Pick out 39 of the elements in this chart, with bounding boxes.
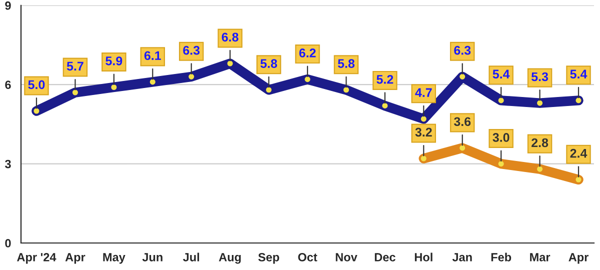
y-tick-label: 9 [5, 1, 11, 10]
data-label: 2.8 [532, 138, 548, 148]
x-tick-label: Jan [452, 253, 472, 262]
data-label: 3.2 [415, 128, 432, 137]
data-label: 5.8 [260, 59, 278, 68]
data-label: 6.3 [454, 46, 471, 55]
x-tick-label: Nov [336, 253, 358, 262]
data-label: 2.4 [570, 148, 588, 158]
data-label: 5.7 [66, 62, 84, 71]
x-tick-label: May [103, 253, 126, 264]
data-label: 6.2 [299, 48, 316, 58]
x-tick-label: Feb [491, 252, 512, 262]
x-tick-label: Oct [298, 253, 318, 262]
data-label: 6.8 [222, 32, 238, 42]
x-tick-label: Dec [374, 253, 396, 262]
y-tick-label: 0 [5, 239, 11, 248]
data-label: 3.0 [492, 133, 510, 142]
x-tick-label: Apr '24 [17, 253, 56, 264]
data-label: 5.3 [531, 72, 548, 82]
x-tick-label: Apr [65, 253, 86, 264]
data-label: 5.2 [376, 74, 394, 84]
data-label: 6.1 [144, 51, 161, 60]
y-tick-label: 6 [5, 80, 11, 89]
y-tick-label: 3 [4, 160, 11, 168]
x-tick-label: Jul [183, 252, 200, 262]
data-label: 4.7 [415, 88, 432, 97]
x-tick-label: Sep [258, 253, 280, 264]
data-label: 5.8 [338, 59, 355, 68]
x-tick-label: Aug [218, 253, 241, 264]
data-label: 5.4 [492, 70, 510, 79]
x-tick-label: Apr [568, 253, 588, 264]
data-label: 6.3 [183, 46, 200, 55]
data-label: 5.4 [570, 70, 588, 79]
data-label: 5.0 [28, 80, 45, 90]
data-label: 3.6 [454, 117, 471, 126]
x-tick-label: Jun [142, 253, 162, 262]
x-tick-label: Hol [414, 252, 432, 262]
x-tick-label: Mar [530, 253, 550, 262]
data-label: 5.9 [106, 56, 122, 66]
